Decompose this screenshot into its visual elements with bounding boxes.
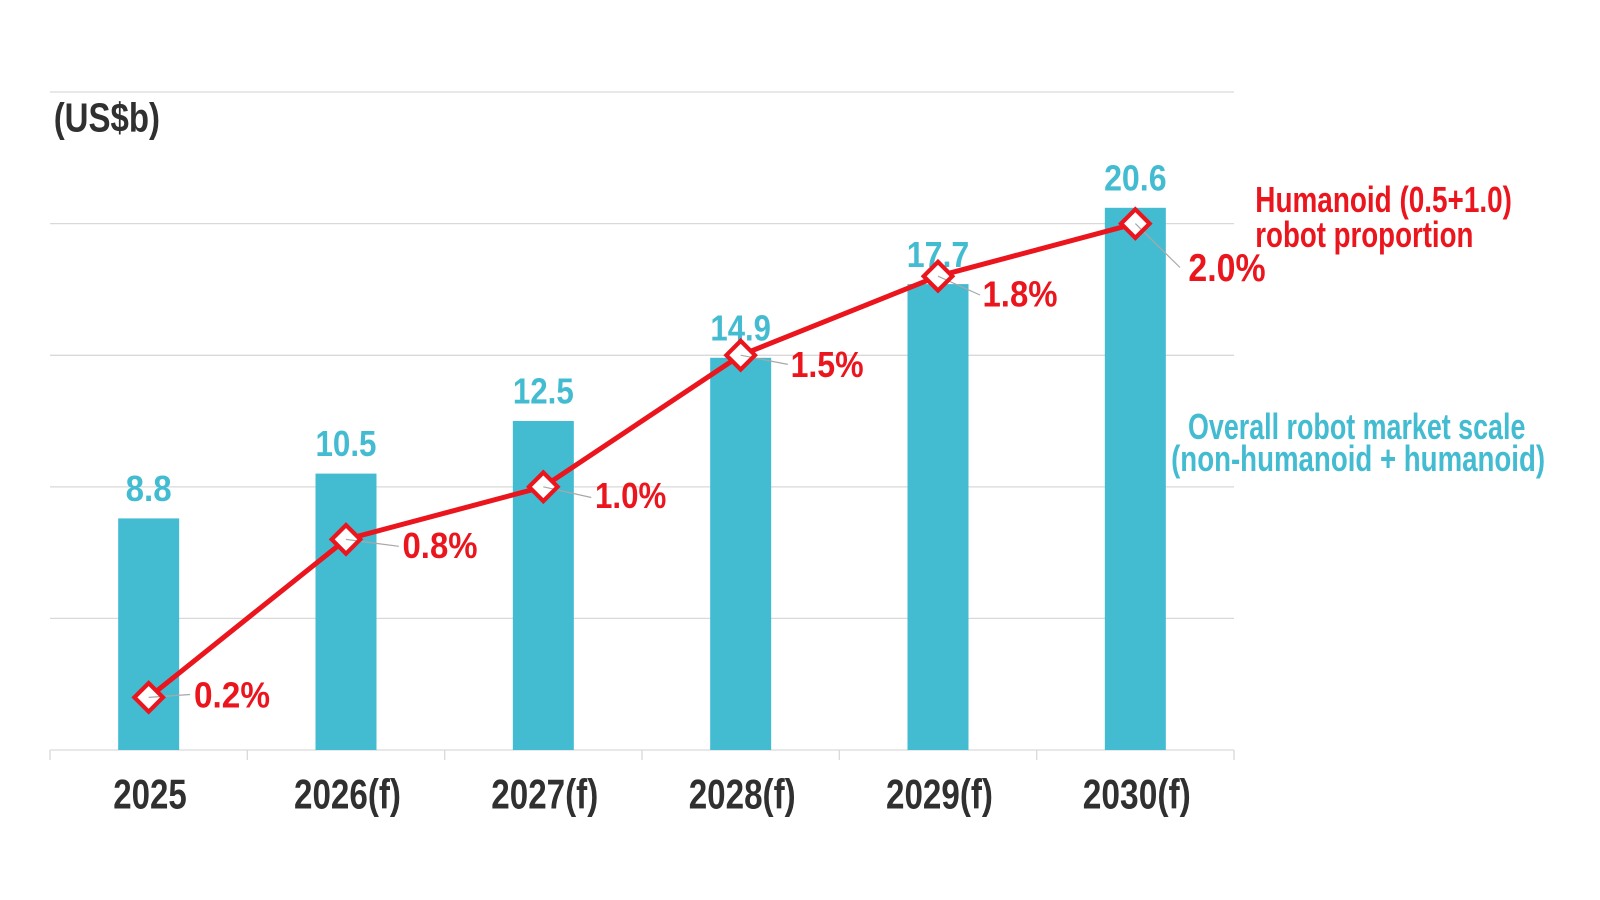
svg-text:2027(f): 2027(f): [491, 771, 598, 818]
svg-text:2029(f): 2029(f): [886, 771, 993, 818]
svg-text:1.8%: 1.8%: [983, 273, 1058, 314]
svg-text:12.5: 12.5: [513, 371, 574, 412]
svg-text:0.2%: 0.2%: [194, 675, 270, 716]
svg-text:robot proportion: robot proportion: [1255, 214, 1473, 255]
svg-text:(US$b): (US$b): [54, 94, 160, 140]
svg-text:8.8: 8.8: [126, 468, 172, 509]
svg-text:2026(f): 2026(f): [294, 771, 401, 818]
svg-text:(non-humanoid + humanoid): (non-humanoid + humanoid): [1171, 438, 1545, 479]
svg-text:10.5: 10.5: [316, 423, 377, 464]
svg-text:Overall robot market scale: Overall robot market scale: [1188, 406, 1525, 447]
svg-text:2.0%: 2.0%: [1188, 247, 1265, 290]
svg-text:2025: 2025: [113, 771, 187, 818]
svg-text:0.8%: 0.8%: [403, 525, 478, 566]
svg-text:2030(f): 2030(f): [1083, 771, 1191, 818]
svg-text:20.6: 20.6: [1104, 158, 1167, 199]
svg-text:1.0%: 1.0%: [595, 475, 666, 516]
svg-text:Humanoid (0.5+1.0): Humanoid (0.5+1.0): [1255, 179, 1512, 220]
svg-text:1.5%: 1.5%: [791, 344, 864, 385]
svg-text:2028(f): 2028(f): [689, 771, 796, 818]
